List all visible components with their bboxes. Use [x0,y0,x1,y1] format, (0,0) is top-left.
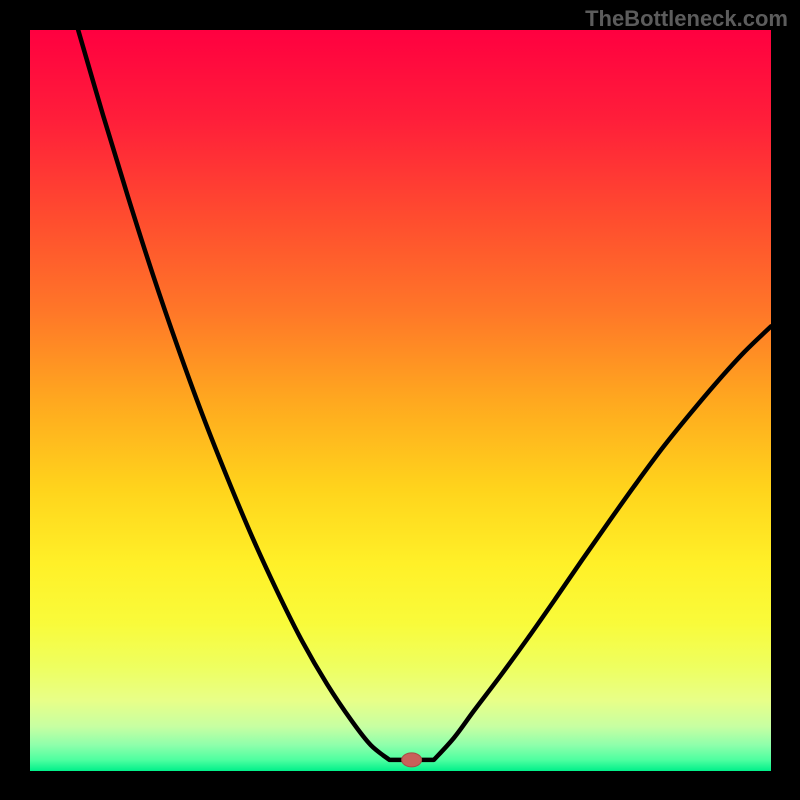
optimal-point-marker [402,753,422,767]
chart-stage: TheBottleneck.com [0,0,800,800]
bottleneck-chart [0,0,800,800]
plot-area-gradient [30,30,771,771]
watermark-text: TheBottleneck.com [585,6,788,32]
